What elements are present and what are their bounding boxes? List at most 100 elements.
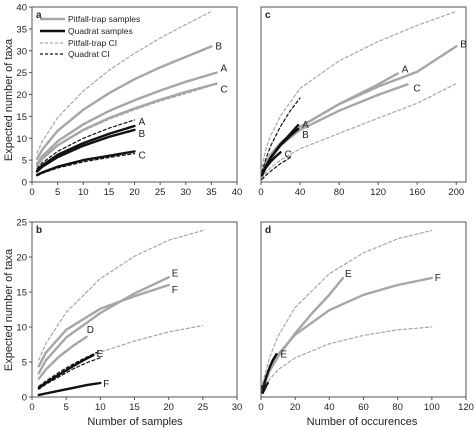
curve-label-E: E <box>97 349 104 360</box>
panel-c-series <box>261 10 458 180</box>
x-tick-label: 120 <box>458 402 474 413</box>
series-pitfall-C <box>261 83 409 175</box>
curve-label-F: F <box>103 379 109 390</box>
series-quadrat-C <box>261 151 282 177</box>
x-tick-label: 30 <box>232 402 243 413</box>
series-pitfall-ci <box>36 10 212 154</box>
y-tick-label: 35 <box>16 24 27 35</box>
panel-c-frame <box>260 6 467 183</box>
x-tick-label: 0 <box>258 402 263 413</box>
series-quadrat-ci <box>261 156 291 180</box>
x-tick-label: 0 <box>258 187 263 198</box>
y-tick-label: 25 <box>16 68 27 79</box>
x-tick-label: 20 <box>163 402 174 413</box>
series-pitfall-ci <box>261 10 457 168</box>
curve-label-B: B <box>139 129 146 140</box>
legend-label-pitfall: Pitfall-trap samples <box>68 14 140 24</box>
x-tick-label: 40 <box>295 187 306 198</box>
x-tick-label: 35 <box>206 187 217 198</box>
y-tick-label: 5 <box>22 358 27 369</box>
series-quadrat-F <box>37 381 102 397</box>
series-pitfall-C <box>35 82 218 168</box>
y-axis-label-top: Expected number of taxa <box>3 38 15 161</box>
x-tick-label: 10 <box>78 187 89 198</box>
panel-a-letter: a <box>36 10 42 21</box>
curve-label-A: A <box>302 120 309 131</box>
x-axis-label-left: Number of samples <box>87 416 183 428</box>
panel-a-series <box>35 10 218 177</box>
x-tick-label: 0 <box>29 402 34 413</box>
x-tick-label: 20 <box>290 402 301 413</box>
legend-label-quadrat: Quadrat samples <box>68 26 133 36</box>
y-tick-label: 15 <box>16 288 27 299</box>
series-quadrat-B <box>35 128 136 173</box>
x-tick-label: 120 <box>370 187 386 198</box>
series-quadrat-ci <box>38 357 101 390</box>
curve-label-F: F <box>435 273 441 284</box>
series-pitfall-ci <box>38 229 204 361</box>
series-quadrat-E <box>261 353 278 391</box>
x-tick-label: 25 <box>155 187 166 198</box>
legend: Pitfall-trap samples Quadrat samples Pit… <box>40 14 140 59</box>
y-tick-label: 20 <box>16 90 27 101</box>
series-pitfall-D <box>37 335 88 380</box>
series-quadrat-ci <box>36 119 136 169</box>
y-tick-label: 20 <box>16 253 27 264</box>
series-quadrat-C <box>35 150 136 177</box>
x-tick-label: 5 <box>55 187 60 198</box>
y-tick-label: 40 <box>16 3 27 14</box>
curve-label-A: A <box>402 65 409 76</box>
curve-label-C: C <box>139 150 146 161</box>
curve-label-C: C <box>221 85 228 96</box>
series-pitfall-E <box>37 276 170 375</box>
x-tick-label: 80 <box>334 187 345 198</box>
panel-d-series <box>261 229 433 394</box>
series-pitfall-ci <box>261 82 457 180</box>
panels-group: a0 5 10 15 20 25 30 35 400510152025303540BACABCc… <box>16 3 474 414</box>
series-quadrat-E <box>37 353 95 390</box>
series-pitfall-ci <box>262 229 433 384</box>
y-tick-label: 30 <box>16 46 27 57</box>
series-pitfall-E <box>261 276 345 390</box>
x-tick-label: 10 <box>95 402 106 413</box>
series-quadrat-ci <box>36 153 136 177</box>
y-tick-label: 5 <box>22 156 27 167</box>
series-pitfall-B <box>35 45 213 161</box>
series-quadrat-ci <box>38 350 101 388</box>
y-axis-label-bottom: Expected number of taxa <box>3 248 15 371</box>
curve-label-E: E <box>345 269 352 280</box>
curve-label-D: D <box>87 325 94 336</box>
x-tick-label: 25 <box>198 402 209 413</box>
series-pitfall-F <box>37 283 170 368</box>
curve-label-B: B <box>215 41 222 52</box>
panel-b-letter: b <box>36 225 42 236</box>
curve-label-C: C <box>285 149 292 160</box>
x-tick-label: 40 <box>232 187 243 198</box>
x-tick-label: 60 <box>358 402 369 413</box>
y-tick-label: 25 <box>16 218 27 229</box>
panel-d: d 0 20 40 60 80 100 120 E F E F <box>258 221 474 413</box>
curve-label-E: E <box>172 268 179 279</box>
series-pitfall-ci <box>262 326 433 392</box>
legend-label-pitfall-ci: Pitfall-trap CI <box>68 38 117 48</box>
panel-b-series <box>37 229 204 397</box>
curve-label-C: C <box>413 83 420 94</box>
x-tick-label: 20 <box>129 187 140 198</box>
y-tick-label: 10 <box>16 134 27 145</box>
y-tick-label: 10 <box>16 323 27 334</box>
y-tick-label: 0 <box>22 178 27 189</box>
curve-label-E: E <box>280 349 287 360</box>
x-tick-label: 160 <box>409 187 425 198</box>
x-tick-label: 100 <box>424 402 440 413</box>
panel-c-letter: c <box>265 10 271 21</box>
y-tick-label: 15 <box>16 112 27 123</box>
x-axis-label-right: Number of occurences <box>307 416 418 428</box>
series-pitfall-F <box>261 276 433 389</box>
x-tick-label: 15 <box>104 187 115 198</box>
series-pitfall-A <box>35 71 218 165</box>
curve-label-F: F <box>172 285 178 296</box>
legend-label-quadrat-ci: Quadrat CI <box>68 49 110 59</box>
